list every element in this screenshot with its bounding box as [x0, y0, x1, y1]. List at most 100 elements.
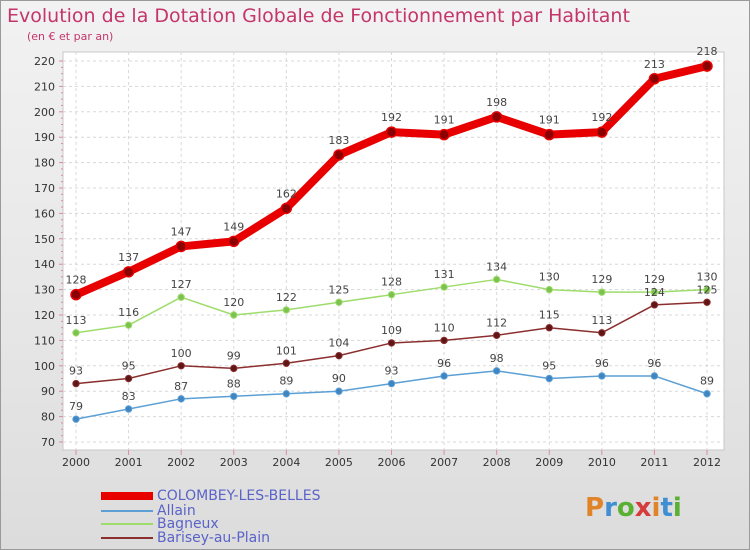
data-label-colombey-les-belles: 218 [697, 45, 718, 58]
data-label-allain: 96 [595, 357, 609, 370]
data-point-allain [177, 395, 185, 403]
x-tick-label: 2005 [325, 456, 353, 469]
data-label-allain: 96 [437, 357, 451, 370]
data-point-allain [703, 390, 711, 398]
data-point-bagneux [492, 275, 501, 284]
data-point-bagneux [335, 298, 343, 306]
data-label-colombey-les-belles: 192 [381, 111, 402, 124]
data-point-bagneux [387, 290, 396, 299]
data-label-bagneux: 120 [223, 296, 244, 309]
data-label-allain: 89 [279, 375, 293, 388]
logo-letter: i [651, 493, 661, 523]
data-point-colombey-les-belles [648, 73, 661, 85]
data-label-barisey-au-plain: 113 [591, 314, 612, 327]
data-label-allain: 89 [700, 375, 714, 388]
chart-subtitle: (en € et par an) [27, 30, 114, 43]
data-point-bagneux [545, 285, 553, 294]
y-tick-label: 180 [34, 157, 55, 170]
logo-letter: i [672, 493, 682, 523]
data-point-barisey-au-plain [440, 336, 448, 345]
legend-item: Barisey-au-Plain [101, 530, 270, 546]
x-tick-label: 2009 [535, 456, 563, 469]
legend-swatch [101, 492, 153, 500]
data-label-colombey-les-belles: 147 [171, 225, 192, 238]
data-label-allain: 98 [490, 352, 504, 365]
data-label-colombey-les-belles: 191 [434, 114, 455, 127]
legend-label: COLOMBEY-LES-BELLES [157, 488, 321, 504]
data-point-colombey-les-belles [701, 60, 713, 72]
data-label-barisey-au-plain: 109 [381, 324, 402, 337]
chart-title: Evolution de la Dotation Globale de Fonc… [7, 5, 630, 27]
logo-letter: P [585, 493, 605, 523]
data-label-allain: 96 [647, 357, 661, 370]
data-point-barisey-au-plain [492, 331, 501, 340]
data-point-bagneux [177, 293, 185, 301]
data-point-colombey-les-belles [228, 235, 240, 248]
data-point-colombey-les-belles [280, 202, 293, 215]
data-label-barisey-au-plain: 95 [122, 360, 136, 373]
data-point-allain [492, 367, 501, 375]
y-tick-label: 150 [34, 233, 55, 246]
x-tick-label: 2003 [220, 456, 248, 469]
y-tick-label: 220 [34, 55, 55, 68]
data-label-bagneux: 130 [697, 271, 718, 284]
data-label-colombey-les-belles: 198 [486, 96, 507, 109]
data-label-colombey-les-belles: 192 [591, 111, 612, 124]
data-point-allain [72, 415, 80, 423]
y-tick-label: 140 [34, 258, 55, 271]
x-tick-label: 2004 [272, 456, 300, 469]
data-label-allain: 93 [385, 365, 399, 378]
x-tick-label: 2001 [115, 456, 143, 469]
y-tick-label: 130 [34, 284, 55, 297]
data-label-bagneux: 113 [66, 314, 87, 327]
data-point-bagneux [124, 321, 133, 329]
x-tick-label: 2006 [378, 456, 406, 469]
data-label-colombey-les-belles: 183 [328, 134, 349, 147]
legend-label: Allain [157, 503, 196, 519]
data-label-allain: 88 [227, 377, 241, 390]
x-tick-label: 2008 [483, 456, 511, 469]
data-point-barisey-au-plain [282, 359, 291, 367]
legend-label: Barisey-au-Plain [157, 530, 271, 546]
x-tick-label: 2012 [693, 456, 721, 469]
data-point-colombey-les-belles [385, 126, 398, 138]
data-label-barisey-au-plain: 100 [171, 347, 192, 360]
y-tick-label: 170 [34, 182, 55, 195]
data-point-barisey-au-plain [124, 374, 133, 383]
y-tick-label: 210 [34, 80, 55, 93]
data-point-allain [230, 392, 238, 400]
x-tick-label: 2007 [430, 456, 458, 469]
data-point-allain [335, 387, 343, 395]
data-point-barisey-au-plain [72, 379, 80, 388]
legend-item: Bagneux [101, 516, 219, 532]
data-point-allain [387, 379, 396, 388]
data-label-bagneux: 130 [539, 271, 560, 284]
x-tick-label: 2011 [640, 456, 668, 469]
legend-swatch [101, 537, 153, 539]
data-label-barisey-au-plain: 101 [276, 344, 297, 357]
data-label-barisey-au-plain: 99 [227, 349, 241, 362]
data-point-colombey-les-belles [596, 126, 608, 138]
data-label-bagneux: 127 [171, 278, 192, 291]
legend-item: COLOMBEY-LES-BELLES [101, 488, 320, 504]
data-point-colombey-les-belles [175, 240, 187, 253]
logo-letter: t [660, 493, 673, 523]
data-label-barisey-au-plain: 125 [697, 283, 718, 296]
data-point-colombey-les-belles [490, 111, 503, 123]
legend-item: Allain [101, 503, 196, 519]
legend-label: Bagneux [157, 516, 219, 532]
data-point-allain [545, 374, 553, 383]
data-label-colombey-les-belles: 149 [223, 220, 244, 233]
y-tick-label: 110 [34, 334, 55, 347]
proxiti-logo: Proxiti [585, 493, 682, 523]
logo-letter: o [616, 493, 635, 523]
legend-swatch [101, 510, 153, 512]
legend-swatch [101, 523, 153, 525]
logo-letter: x [634, 493, 652, 523]
data-label-bagneux: 131 [434, 268, 455, 281]
data-label-allain: 79 [69, 400, 83, 413]
data-point-bagneux [650, 288, 659, 296]
data-label-barisey-au-plain: 104 [328, 337, 349, 350]
data-label-colombey-les-belles: 137 [118, 251, 139, 264]
